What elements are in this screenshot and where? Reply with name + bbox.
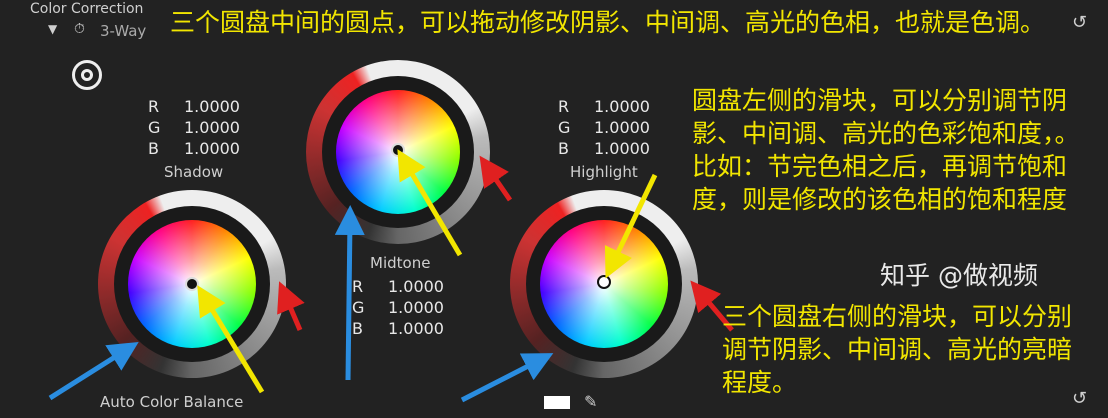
annotation-center-dot: 三个圆盘中间的圆点，可以拖动修改阴影、中间调、高光的色相，也就是色调。 [170,8,1046,37]
shadow-hue-handle[interactable] [185,277,199,291]
red-arrow [690,280,734,332]
shadow-color-wheel[interactable] [98,190,286,378]
reset-icon[interactable]: ↺ [1072,388,1088,409]
effect-name: 3-Way [100,22,147,40]
shadow-label: Shadow [164,163,224,181]
highlight-color-wheel[interactable] [510,190,698,378]
shadow-rgb-readout: R 1.0000 G 1.0000 B 1.0000 [148,97,240,158]
annotation-left-slider: 圆盘左侧的滑块，可以分别调节阴影、中间调、高光的色彩饱和度，。比如：节完色相之后… [692,86,1080,214]
yellow-arrow [197,285,265,394]
highlight-rgb-readout: R 1.0000 G 1.0000 B 1.0000 [558,97,650,158]
target-icon[interactable] [72,60,102,90]
eyedropper-icon[interactable]: ✎ [584,392,598,411]
collapse-triangle-icon[interactable]: ▼ [48,22,58,36]
reset-icon[interactable]: ↺ [1072,12,1088,33]
highlight-label: Highlight [570,163,638,181]
auto-color-balance-label: Auto Color Balance [100,393,244,411]
blue-arrow [460,353,554,403]
midtone-rgb-readout: R 1.0000 G 1.0000 B 1.0000 [352,277,444,338]
yellow-arrow [604,173,658,279]
red-arrow [277,281,305,331]
stopwatch-icon[interactable]: ⏱ [74,21,85,37]
blue-arrow [334,205,365,381]
section-title: Color Correction [30,1,144,17]
yellow-arrow [397,149,463,257]
blue-arrow [48,341,139,401]
watermark: 知乎 @做视频 [880,261,1038,290]
midtone-label: Midtone [370,254,431,272]
color-swatch[interactable] [544,396,570,409]
annotation-right-slider: 三个圆盘右侧的滑块，可以分别调节阴影、中间调、高光的亮暗程度。 [722,302,1073,397]
red-arrow [479,155,513,202]
